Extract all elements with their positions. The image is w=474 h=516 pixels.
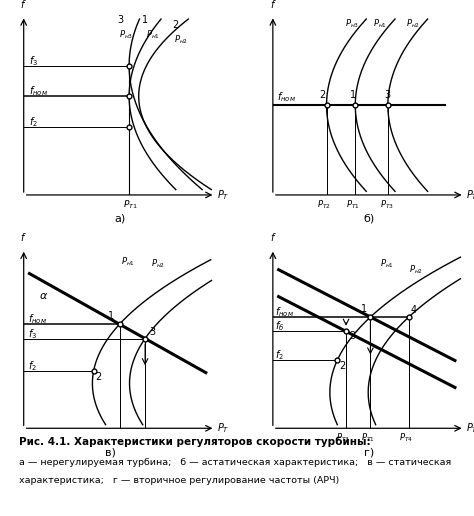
Text: а — нерегулируемая турбина;   б — астатическая характеристика;   в — статическая: а — нерегулируемая турбина; б — астатиче…	[19, 458, 451, 467]
Text: $P_{T3}$: $P_{T3}$	[337, 432, 350, 444]
Text: $P_T$: $P_T$	[217, 422, 230, 435]
Text: 2: 2	[172, 20, 178, 30]
Text: $P_{н2}$: $P_{н2}$	[409, 263, 423, 276]
Text: $P_{н2}$: $P_{н2}$	[406, 17, 420, 30]
Text: $P_T$: $P_T$	[466, 188, 474, 202]
Text: $f$: $f$	[270, 231, 276, 244]
Text: $\alpha$: $\alpha$	[39, 291, 48, 301]
Text: $P_{н3}$: $P_{н3}$	[119, 28, 134, 41]
Text: $P_{н1}$: $P_{н1}$	[380, 258, 394, 270]
Text: $P_{н1}$: $P_{н1}$	[146, 28, 160, 41]
Text: 2: 2	[319, 90, 325, 100]
Text: 1: 1	[361, 303, 367, 314]
Text: $P_{н2}$: $P_{н2}$	[174, 34, 188, 46]
Text: в): в)	[104, 447, 115, 457]
Text: г): г)	[364, 447, 374, 457]
Text: $P_{н2}$: $P_{н2}$	[151, 258, 165, 270]
Text: 2: 2	[339, 361, 346, 371]
Text: $P_{н1}$: $P_{н1}$	[374, 17, 387, 30]
Text: $f$: $f$	[270, 0, 276, 10]
Text: 2: 2	[96, 372, 102, 382]
Text: $f_{ном}$: $f_{ном}$	[275, 305, 294, 319]
Text: 3: 3	[118, 14, 124, 25]
Text: б): б)	[363, 214, 374, 224]
Text: $f_{ном}$: $f_{ном}$	[29, 85, 48, 98]
Text: $f_б$: $f_б$	[275, 319, 284, 333]
Text: 3: 3	[149, 327, 155, 337]
Text: 4: 4	[410, 305, 417, 315]
Text: Рис. 4.1. Характеристики регуляторов скорости турбины:: Рис. 4.1. Характеристики регуляторов ско…	[19, 436, 371, 446]
Text: $P_{T1}$: $P_{T1}$	[346, 199, 359, 211]
Text: $P_{T3}$: $P_{T3}$	[380, 199, 394, 211]
Text: $f_2$: $f_2$	[275, 348, 284, 362]
Text: $f$: $f$	[20, 231, 27, 244]
Text: $P_{T1}$: $P_{T1}$	[361, 432, 374, 444]
Text: $f_3$: $f_3$	[27, 327, 36, 341]
Text: $f_{ном}$: $f_{ном}$	[277, 90, 296, 104]
Text: 3: 3	[349, 331, 355, 341]
Text: 1: 1	[349, 90, 356, 100]
Text: $P_{T1}$: $P_{T1}$	[123, 199, 138, 211]
Text: 3: 3	[384, 90, 390, 100]
Text: $P_{T4}$: $P_{T4}$	[399, 432, 413, 444]
Text: $f$: $f$	[20, 0, 27, 10]
Text: $P_T$: $P_T$	[466, 422, 474, 435]
Text: $f_{ном}$: $f_{ном}$	[27, 312, 46, 326]
Text: $f_2$: $f_2$	[27, 359, 36, 373]
Text: 1: 1	[108, 311, 114, 321]
Text: $P_{н1}$: $P_{н1}$	[121, 256, 136, 268]
Text: а): а)	[114, 214, 125, 224]
Text: $f_3$: $f_3$	[29, 54, 39, 68]
Text: 1: 1	[142, 14, 148, 25]
Text: $P_T$: $P_T$	[217, 188, 230, 202]
Text: $P_{T2}$: $P_{T2}$	[317, 199, 331, 211]
Text: характеристика;   г — вторичное регулирование частоты (АРЧ): характеристика; г — вторичное регулирова…	[19, 476, 339, 485]
Text: $f_2$: $f_2$	[29, 115, 38, 129]
Text: $P_{н3}$: $P_{н3}$	[345, 17, 359, 30]
